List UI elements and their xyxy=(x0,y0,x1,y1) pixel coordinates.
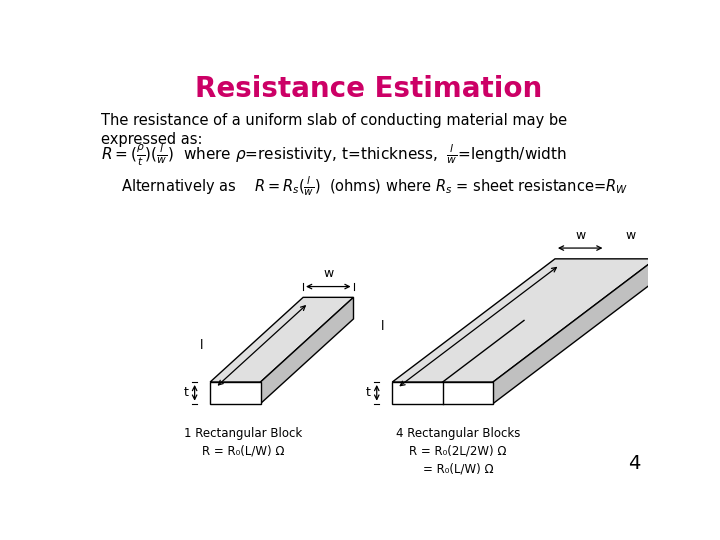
Text: t: t xyxy=(366,386,371,399)
Text: $R=(\frac{\rho}{t})(\frac{l}{w})$  where $\rho$=resistivity, t=thickness,  $\fra: $R=(\frac{\rho}{t})(\frac{l}{w})$ where … xyxy=(101,143,567,168)
Polygon shape xyxy=(261,298,354,403)
Text: l: l xyxy=(199,339,203,352)
Text: w: w xyxy=(323,267,333,280)
Text: 4 Rectangular Blocks
R = R₀(2L/2W) Ω
= R₀(L/W) Ω: 4 Rectangular Blocks R = R₀(2L/2W) Ω = R… xyxy=(396,427,521,476)
Text: Resistance Estimation: Resistance Estimation xyxy=(195,76,543,104)
Text: The resistance of a uniform slab of conducting material may be
expressed as:: The resistance of a uniform slab of cond… xyxy=(101,112,567,147)
Text: w: w xyxy=(626,229,636,242)
Text: Alternatively as    $R=R_s(\frac{l}{w})$  (ohms) where $R_s$ = sheet resistance=: Alternatively as $R=R_s(\frac{l}{w})$ (o… xyxy=(121,175,628,198)
Text: l: l xyxy=(382,320,384,333)
Text: w: w xyxy=(575,229,585,242)
Polygon shape xyxy=(493,259,656,403)
Polygon shape xyxy=(210,298,354,382)
Polygon shape xyxy=(392,259,656,382)
Polygon shape xyxy=(210,382,261,403)
Text: 1 Rectangular Block
R = R₀(L/W) Ω: 1 Rectangular Block R = R₀(L/W) Ω xyxy=(184,427,302,458)
Polygon shape xyxy=(392,382,493,403)
Text: 4: 4 xyxy=(628,454,640,473)
Text: t: t xyxy=(184,386,189,399)
